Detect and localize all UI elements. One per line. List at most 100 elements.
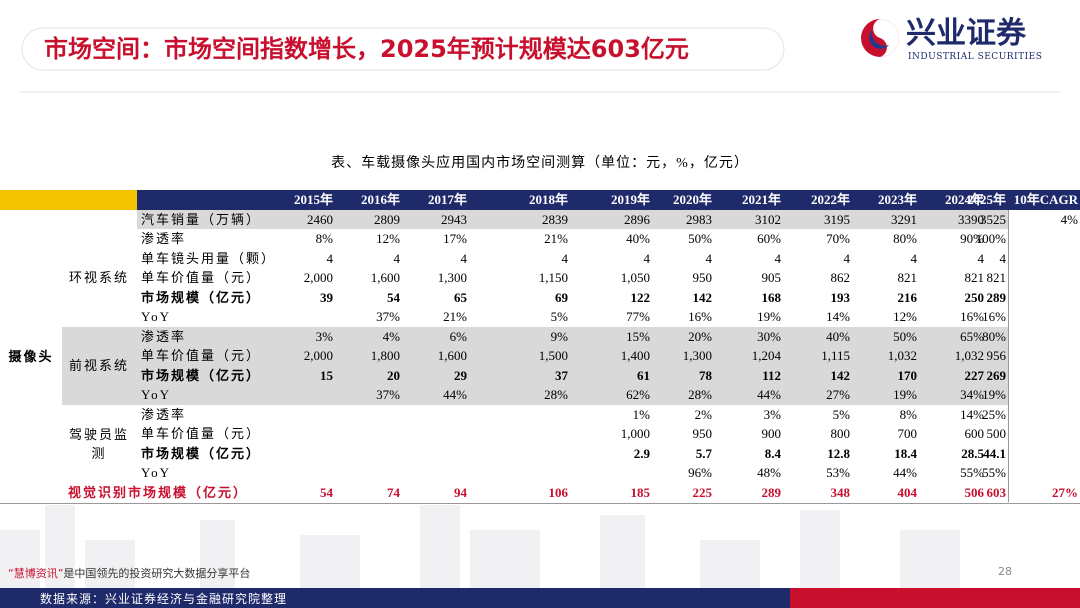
cell: 4 <box>999 250 1007 266</box>
cell: 289 <box>761 484 782 500</box>
cell: 700 <box>897 426 918 441</box>
cell: 37% <box>376 387 400 402</box>
column-header: 2023年 <box>877 192 917 207</box>
cell: 12% <box>893 309 917 324</box>
cell: 225 <box>692 484 713 500</box>
cell: 1,032 <box>887 348 917 363</box>
cell: 142 <box>830 367 851 383</box>
cell: 94 <box>454 484 467 500</box>
skyline <box>0 505 960 590</box>
footer-bar <box>0 588 790 608</box>
logo-swirl <box>873 19 899 57</box>
cell: 34% <box>960 387 984 402</box>
cell: 20 <box>387 367 400 383</box>
cell: 4% <box>1060 211 1078 227</box>
logo-name: 兴业证券 <box>906 16 1026 51</box>
cell: 250 <box>964 289 985 305</box>
cell: 950 <box>692 426 713 441</box>
cell: 1,050 <box>620 270 650 285</box>
source: 数据来源：兴业证券经济与金融研究院整理 <box>40 592 288 606</box>
column-header: 2021年 <box>741 192 781 207</box>
row-shade <box>62 385 1008 405</box>
cell: 1,600 <box>437 348 467 363</box>
row-label: 渗透率 <box>141 231 187 246</box>
cell: 44.1 <box>983 445 1006 461</box>
logo-swirl2 <box>869 30 889 49</box>
cell: 1,500 <box>538 348 568 363</box>
table-caption: 表、车载摄像头应用国内市场空间测算（单位：元，%，亿元） <box>331 156 749 171</box>
footer-bar-red <box>790 588 1080 608</box>
subgroup-label: 驾驶员监测 <box>68 426 129 461</box>
cell: 3390 <box>958 211 984 227</box>
row-label: YoY <box>141 387 171 402</box>
cell: 4 <box>774 250 782 266</box>
title-pill <box>21 27 785 71</box>
column-header: 2022年 <box>810 192 850 207</box>
cell: 821 <box>964 270 985 285</box>
cell: 19% <box>982 387 1006 402</box>
cell: 170 <box>897 367 918 383</box>
cell: 1,115 <box>821 348 850 363</box>
cell: 3% <box>763 406 781 422</box>
cell: 28% <box>544 387 568 402</box>
cell: 269 <box>986 367 1007 383</box>
cell: 27% <box>1052 484 1078 500</box>
title: 市场空间：市场空间指数增长，2025年预计规模达603亿元 <box>44 35 689 63</box>
cell: 2460 <box>307 211 333 227</box>
cell: 4 <box>460 250 468 266</box>
cell: 506 <box>964 484 985 500</box>
row-label: 渗透率 <box>141 328 187 344</box>
cell: 4 <box>561 250 569 266</box>
row-label: YoY <box>141 309 171 324</box>
row-label: 单车镜头用量（颗） <box>141 250 277 266</box>
cell: 821 <box>897 270 918 285</box>
row-shade <box>62 346 1008 366</box>
cell: 1,204 <box>751 348 781 363</box>
row-label: 市场规模（亿元） <box>141 367 262 383</box>
cell: 40% <box>826 328 850 344</box>
cell: 39 <box>320 289 333 305</box>
cell: 1,000 <box>620 426 650 441</box>
cell: 4 <box>643 250 651 266</box>
cell: 6% <box>449 328 467 344</box>
subgroup-label: 前视系统 <box>68 358 129 373</box>
logo-sub: INDUSTRIAL SECURITIES <box>908 52 1043 62</box>
cell: 16% <box>688 309 712 324</box>
cell: 50% <box>688 231 712 246</box>
cell: 4 <box>393 250 401 266</box>
cell: 28% <box>688 387 712 402</box>
cell: 600 <box>964 426 985 441</box>
cell: 8.4 <box>764 445 781 461</box>
cell: 37 <box>555 367 568 383</box>
cell: 19% <box>757 309 781 324</box>
cell: 21% <box>544 231 568 246</box>
cell: 112 <box>762 367 781 383</box>
cell: 55% <box>960 465 984 480</box>
cell: 20% <box>688 328 712 344</box>
cell: 60% <box>757 231 781 246</box>
cell: 70% <box>826 231 850 246</box>
cell: 90% <box>960 231 984 246</box>
row-label: 视觉识别市场规模（亿元） <box>68 484 249 500</box>
cagr-divider <box>1008 209 1009 502</box>
cell: 1,150 <box>538 270 568 285</box>
column-header: 2017年 <box>427 192 467 207</box>
cell: 3% <box>315 328 333 344</box>
cell: 14% <box>960 406 984 422</box>
header-corner <box>0 190 137 210</box>
footer-text: 是中国领先的投资研究大数据分享平台 <box>63 567 251 580</box>
cell: 2.9 <box>633 445 650 461</box>
cell: 800 <box>830 426 851 441</box>
cell: 44% <box>893 465 917 480</box>
cell: 603 <box>986 484 1007 500</box>
cell: 122 <box>630 289 651 305</box>
cell: 30% <box>757 328 781 344</box>
column-header: 10年CAGR <box>1013 192 1078 207</box>
row-label: 市场规模（亿元） <box>141 289 262 305</box>
cell: 15% <box>626 328 650 344</box>
cell: 44% <box>443 387 467 402</box>
cell: 8% <box>899 406 917 422</box>
cell: 74 <box>387 484 400 500</box>
cell: 80% <box>893 231 917 246</box>
